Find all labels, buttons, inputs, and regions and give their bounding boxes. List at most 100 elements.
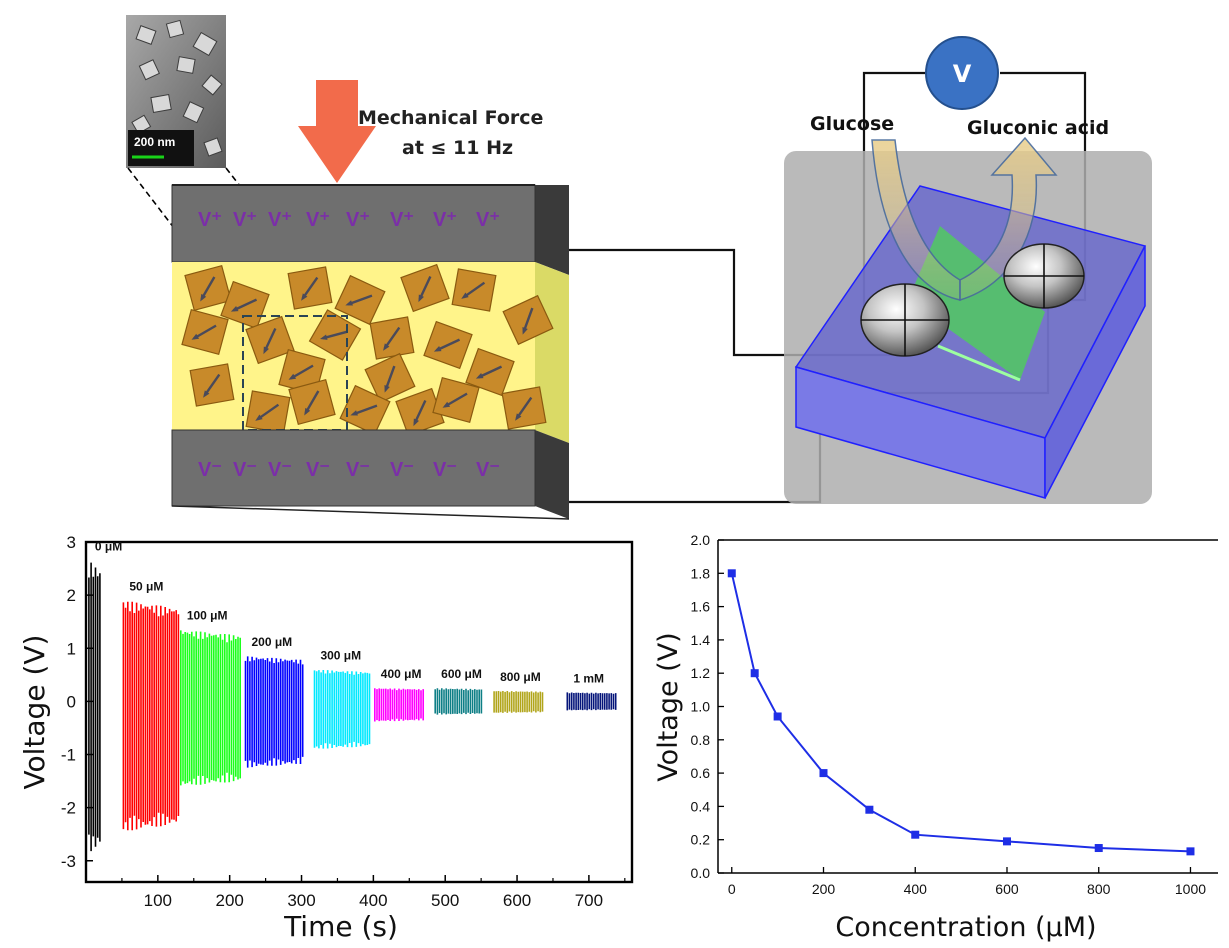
crystal (451, 268, 497, 312)
crystal (334, 274, 386, 326)
x-tick-label: 1000 (1175, 881, 1206, 897)
force-label-line2: at ≤ 11 Hz (402, 137, 513, 159)
crystal (501, 386, 547, 430)
series-label: 800 μM (500, 670, 541, 684)
crystal (287, 266, 333, 310)
series-trace (434, 688, 483, 715)
top-plate-side (535, 185, 569, 275)
negative-charge: V⁻ (433, 459, 457, 481)
negative-charges: V⁻ V⁻ V⁻ V⁻ V⁻ V⁻ V⁻ V⁻ (198, 459, 500, 481)
y-tick-label: 0 (67, 692, 76, 711)
data-point (1094, 844, 1103, 853)
force-label-line1: Mechanical Force (358, 107, 543, 129)
data-point (911, 830, 920, 839)
y-tick-label: -3 (61, 852, 76, 871)
force-arrow: Mechanical Force at ≤ 11 Hz (298, 80, 543, 183)
x-tick-label: 400 (904, 881, 928, 897)
series-trace (493, 691, 544, 713)
crystal (245, 315, 295, 365)
series-label: 400 μM (381, 667, 422, 681)
x-tick-label: 300 (287, 891, 315, 910)
series-100-μM: 100 μM (180, 609, 241, 786)
x-tick-label: 800 (1087, 881, 1111, 897)
x-tick-label: 100 (144, 891, 172, 910)
gluconic-acid-arrow (959, 136, 1058, 302)
y-tick-label: 1.0 (691, 699, 711, 715)
y-tick-label: 2 (67, 586, 76, 605)
negative-charge: V⁻ (233, 459, 257, 481)
y-tick-label: -2 (61, 799, 76, 818)
series-1-mM: 1 mM (566, 671, 617, 711)
series-label: 300 μM (320, 649, 361, 663)
bottom-plate-side (535, 430, 569, 519)
data-point (1002, 837, 1011, 846)
crystal (364, 352, 416, 404)
crystal (400, 263, 450, 313)
chart2-ticks: 0.0 0.2 0.4 0.6 0.8 1.0 1.2 1.4 1.6 1.8 2.0 0 200 400… (691, 532, 1207, 897)
y-tick-label: -1 (61, 746, 76, 765)
positive-charge: V⁺ (346, 209, 370, 231)
positive-charge: V⁺ (198, 209, 222, 231)
y-tick-label: 0.2 (691, 832, 711, 848)
y-tick-label: 1.6 (691, 599, 711, 615)
crystal (423, 320, 473, 370)
y-tick-label: 0.0 (691, 865, 711, 881)
negative-charge: V⁻ (346, 459, 370, 481)
x-tick-label: 0 (728, 881, 736, 897)
chart2-xlabel: Concentration (μM) (835, 912, 1096, 943)
data-point (727, 569, 736, 578)
y-tick-label: 1.4 (691, 632, 711, 648)
negative-charge: V⁻ (198, 459, 222, 481)
data-point (1186, 847, 1195, 856)
series-trace (180, 630, 241, 786)
series-300-μM: 300 μM (313, 649, 371, 749)
series-label: 100 μM (187, 609, 228, 623)
negative-charge: V⁻ (390, 459, 414, 481)
y-tick-label: 1.8 (691, 565, 711, 581)
crystal (189, 363, 235, 407)
voltage-time-chart: 0 μM 50 μM 100 μM 200 μM 300 μM 400 μM 600 μM 8… (18, 533, 634, 943)
crystal (432, 376, 480, 424)
series-trace (88, 562, 101, 852)
series-200-μM: 200 μM (244, 635, 304, 768)
x-tick-label: 200 (812, 881, 836, 897)
x-tick-label: 700 (575, 891, 603, 910)
y-tick-label: 0.6 (691, 765, 711, 781)
series-600-μM: 600 μM (434, 667, 483, 715)
nanogenerator-device: V⁺ V⁺ V⁺ V⁺ V⁺ V⁺ V⁺ V⁺ V⁻ V⁻ V⁻ V⁻ V⁻ V⁻ V⁻ V⁻ (171, 184, 570, 520)
data-point (773, 712, 782, 721)
crystal (502, 294, 554, 346)
positive-charges: V⁺ V⁺ V⁺ V⁺ V⁺ V⁺ V⁺ V⁺ (198, 209, 500, 231)
series-trace (313, 670, 371, 749)
crystal (465, 347, 515, 397)
voltage-concentration-chart: 0.0 0.2 0.4 0.6 0.8 1.0 1.2 1.4 1.6 1.8 2.0 0 200 400… (653, 532, 1218, 943)
x-tick-label: 500 (431, 891, 459, 910)
chart1-frame (84, 540, 634, 884)
positive-charge: V⁺ (306, 209, 330, 231)
series-400-μM: 400 μM (374, 667, 424, 722)
crystal (369, 316, 415, 360)
crystal (184, 264, 232, 312)
positive-charge: V⁺ (233, 209, 257, 231)
y-tick-label: 1 (67, 639, 76, 658)
negative-charge: V⁻ (476, 459, 500, 481)
sem-scale-label: 200 nm (134, 135, 175, 149)
y-tick-label: 2.0 (691, 532, 711, 548)
data-point (819, 769, 828, 778)
data-point (865, 805, 874, 814)
data-point (750, 669, 759, 678)
glucose-sensor: Glucose Gluconic acid V (784, 36, 1152, 504)
series-50-μM: 50 μM (122, 579, 180, 831)
positive-charge: V⁺ (476, 209, 500, 231)
y-tick-label: 0.4 (691, 798, 711, 814)
force-arrow-shape (298, 80, 376, 183)
positive-charge: V⁺ (390, 209, 414, 231)
x-tick-label: 400 (359, 891, 387, 910)
glucose-label: Glucose (810, 113, 894, 135)
contact-left (860, 283, 950, 357)
series-label: 50 μM (129, 579, 163, 593)
voltage-curve (730, 573, 1191, 853)
series-label: 0 μM (95, 540, 122, 554)
y-tick-label: 1.2 (691, 665, 711, 681)
chart1-ticks: 100 200 300 400 500 600 700 -3 -2 -1 0 1 2 3 (61, 533, 626, 910)
